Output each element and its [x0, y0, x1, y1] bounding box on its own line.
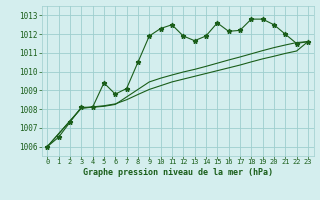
X-axis label: Graphe pression niveau de la mer (hPa): Graphe pression niveau de la mer (hPa)	[83, 168, 273, 177]
